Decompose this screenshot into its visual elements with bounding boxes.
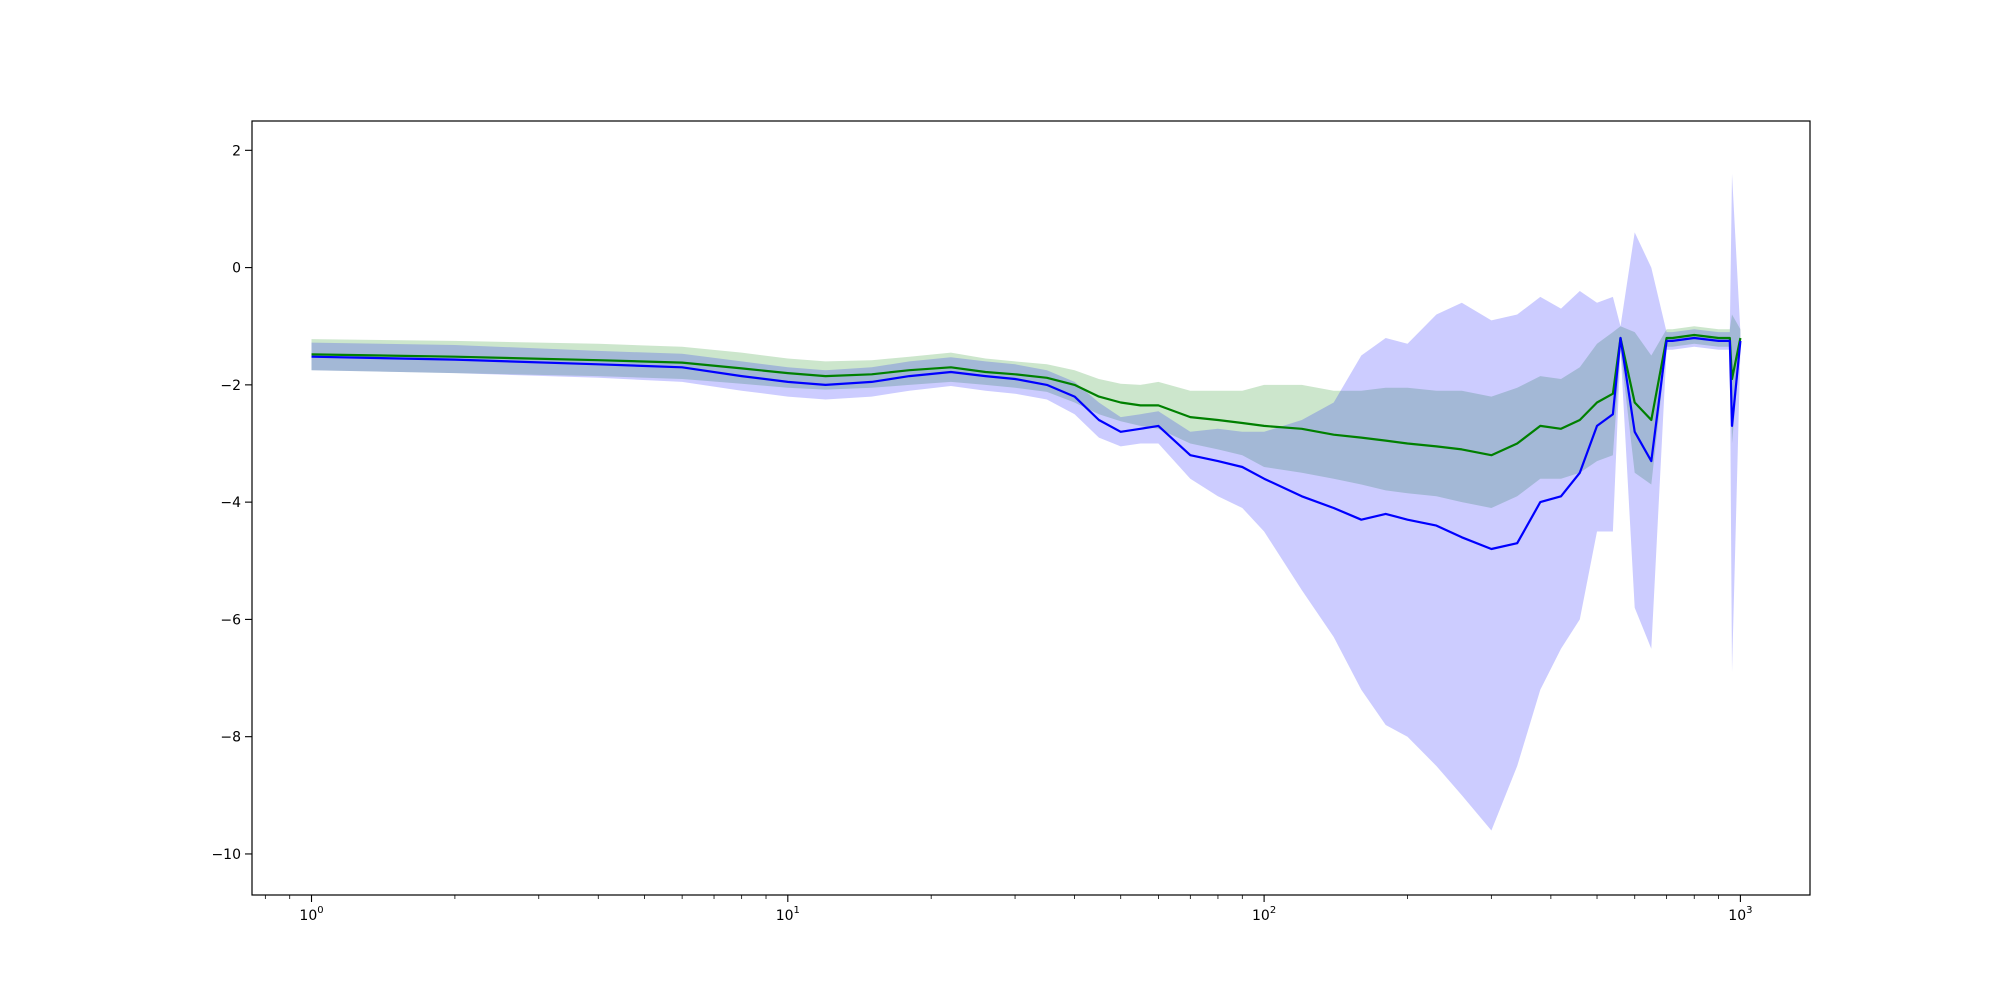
x-tick-label-2: 102 xyxy=(1252,905,1276,924)
series-1-band xyxy=(311,173,1741,831)
y-tick-label-1: 0 xyxy=(232,261,241,277)
series-0-line xyxy=(311,333,1742,457)
plot-frame xyxy=(251,120,1811,896)
y-axis: 2 0 −2 −4 −6 −8 −10 xyxy=(211,143,252,863)
series-lines xyxy=(311,333,1742,551)
y-tick-label-2: −2 xyxy=(220,378,241,394)
y-tick-label-3: −4 xyxy=(220,495,241,511)
x-tick-label-3: 103 xyxy=(1728,905,1752,924)
y-tick-label-5: −8 xyxy=(220,730,241,746)
x-tick-label-1: 101 xyxy=(776,905,800,924)
series-1-line xyxy=(311,336,1742,551)
x-tick-label-0: 100 xyxy=(299,905,323,924)
y-tick-label-6: −10 xyxy=(211,847,241,863)
x-axis: 100 101 102 103 xyxy=(264,895,1753,924)
y-tick-label-0: 2 xyxy=(232,143,241,159)
plot-area xyxy=(252,121,1810,895)
y-tick-label-4: −6 xyxy=(220,612,241,628)
